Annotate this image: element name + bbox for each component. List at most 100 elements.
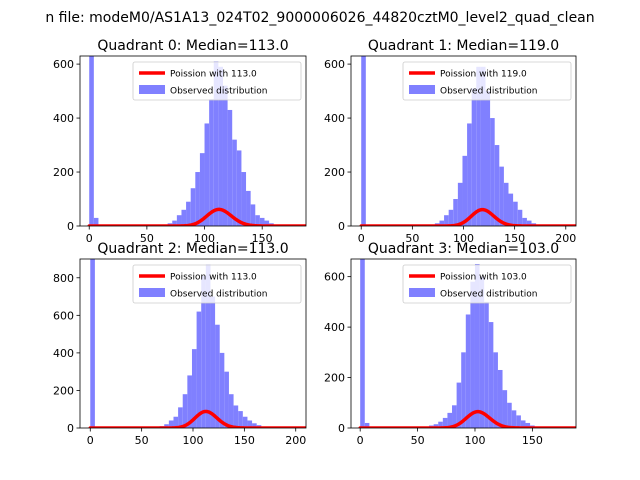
histogram-bar — [186, 201, 191, 226]
poisson-curve — [88, 409, 306, 428]
y-tick-label: 600 — [324, 58, 345, 71]
histogram-bar — [164, 424, 169, 428]
legend-label: Observed distribution — [170, 87, 267, 97]
legend-label: Poission with 113.0 — [170, 70, 257, 80]
histogram-bar — [485, 91, 491, 226]
legend-label: Poission with 103.0 — [440, 273, 527, 283]
axes-frame — [350, 258, 577, 429]
x-tick-label: 0 — [357, 434, 364, 447]
histogram-bar — [196, 311, 202, 428]
legend-label: Observed distribution — [440, 87, 537, 97]
histogram-bar — [259, 217, 265, 226]
histogram-bar — [204, 123, 210, 226]
histogram-bar — [93, 217, 99, 226]
histogram-bar — [213, 61, 219, 226]
histogram-bar — [232, 139, 237, 226]
x-tick-label: 100 — [194, 232, 215, 245]
legend-bar-swatch — [139, 288, 165, 297]
x-tick-label: 0 — [86, 232, 93, 245]
legend-bar-swatch — [409, 85, 435, 94]
x-tick-label: 100 — [453, 232, 474, 245]
legend: Poission with 103.0 Observed distribution — [402, 264, 572, 304]
chart-title: Quadrant 3: Median=103.0 — [368, 241, 559, 257]
histogram-bar — [218, 66, 223, 226]
histogram-bar — [182, 394, 188, 428]
histogram-bar — [190, 188, 196, 226]
histogram-bar — [219, 352, 225, 428]
legend-box — [402, 264, 572, 304]
histogram-bar — [456, 382, 462, 428]
histogram-bar — [525, 422, 531, 428]
histogram-bar — [209, 99, 214, 226]
histogram-bar — [228, 394, 234, 428]
histogram-bar — [201, 275, 206, 428]
histogram-bar — [264, 220, 270, 226]
y-tick-label: 400 — [324, 112, 345, 125]
histogram-bar — [493, 352, 498, 428]
legend-box — [132, 264, 302, 304]
histogram-bar — [242, 416, 248, 428]
histogram-bar — [484, 301, 489, 428]
histogram-bar — [360, 259, 365, 428]
histogram-bar — [224, 371, 229, 428]
x-tick-label: 0 — [358, 232, 365, 245]
y-tick-label: 800 — [53, 272, 74, 285]
histogram-bar — [470, 281, 475, 428]
histogram-bar — [250, 204, 256, 226]
x-tick-label: 50 — [405, 232, 419, 245]
histogram-bar — [168, 420, 174, 428]
x-tick-label: 50 — [411, 434, 425, 447]
y-tick-label: 600 — [324, 271, 345, 284]
histogram-bar — [199, 153, 205, 226]
histogram-bar — [480, 66, 486, 226]
histogram-bar — [502, 390, 508, 428]
histogram-bar — [490, 118, 495, 226]
histogram-bar — [252, 423, 257, 428]
chart-title: Quadrant 2: Median=113.0 — [97, 241, 288, 257]
histogram-bar — [476, 66, 481, 226]
chart-panel-1: Quadrant 1: Median=119.0 0 50 100 150 200 0 200… — [324, 38, 577, 245]
x-tick-label: 150 — [522, 434, 543, 447]
plot-area — [359, 56, 576, 226]
legend: Poission with 113.0 Observed distribution — [132, 61, 302, 101]
histogram-bar — [447, 412, 453, 428]
x-tick-label: 150 — [234, 434, 255, 447]
histogram-bar — [215, 324, 220, 428]
histogram-bar — [526, 220, 532, 226]
chart-panel-2: Quadrant 2: Median=113.0 0 50 100 150 200 0 200… — [53, 241, 307, 447]
histogram-bar — [508, 193, 514, 226]
x-tick-label: 0 — [87, 434, 94, 447]
x-tick-label: 200 — [285, 434, 306, 447]
histogram-bar — [178, 407, 183, 428]
histogram-bar — [474, 264, 480, 428]
histogram-bar — [517, 209, 523, 226]
legend-box — [132, 61, 302, 101]
histogram-bar — [364, 422, 370, 428]
legend: Poission with 113.0 Observed distribution — [132, 264, 302, 304]
histogram-bar — [452, 405, 457, 428]
y-tick-label: 400 — [53, 347, 74, 360]
histogram-bar — [503, 182, 509, 226]
histogram-bar — [173, 416, 179, 428]
histogram-bar — [187, 375, 192, 428]
histogram-bar — [172, 220, 177, 226]
histogram-bar — [461, 352, 466, 428]
histogram-bar — [233, 405, 239, 428]
histogram-bar — [444, 215, 449, 226]
histogram-bar — [236, 150, 242, 226]
histogram-bar — [494, 145, 500, 226]
histogram-bar — [439, 220, 445, 226]
x-tick-label: 200 — [555, 232, 576, 245]
y-tick-label: 600 — [53, 58, 74, 71]
axes-frame — [79, 55, 307, 227]
legend-bar-swatch — [409, 288, 435, 297]
y-tick-label: 0 — [338, 220, 345, 233]
histogram-bar — [238, 411, 243, 428]
plot-area — [88, 259, 306, 428]
histogram-bar — [467, 123, 472, 226]
legend-label: Poission with 119.0 — [440, 70, 527, 80]
histogram-bar — [90, 259, 95, 428]
histogram-bar — [465, 314, 471, 428]
x-tick-label: 100 — [464, 434, 485, 447]
